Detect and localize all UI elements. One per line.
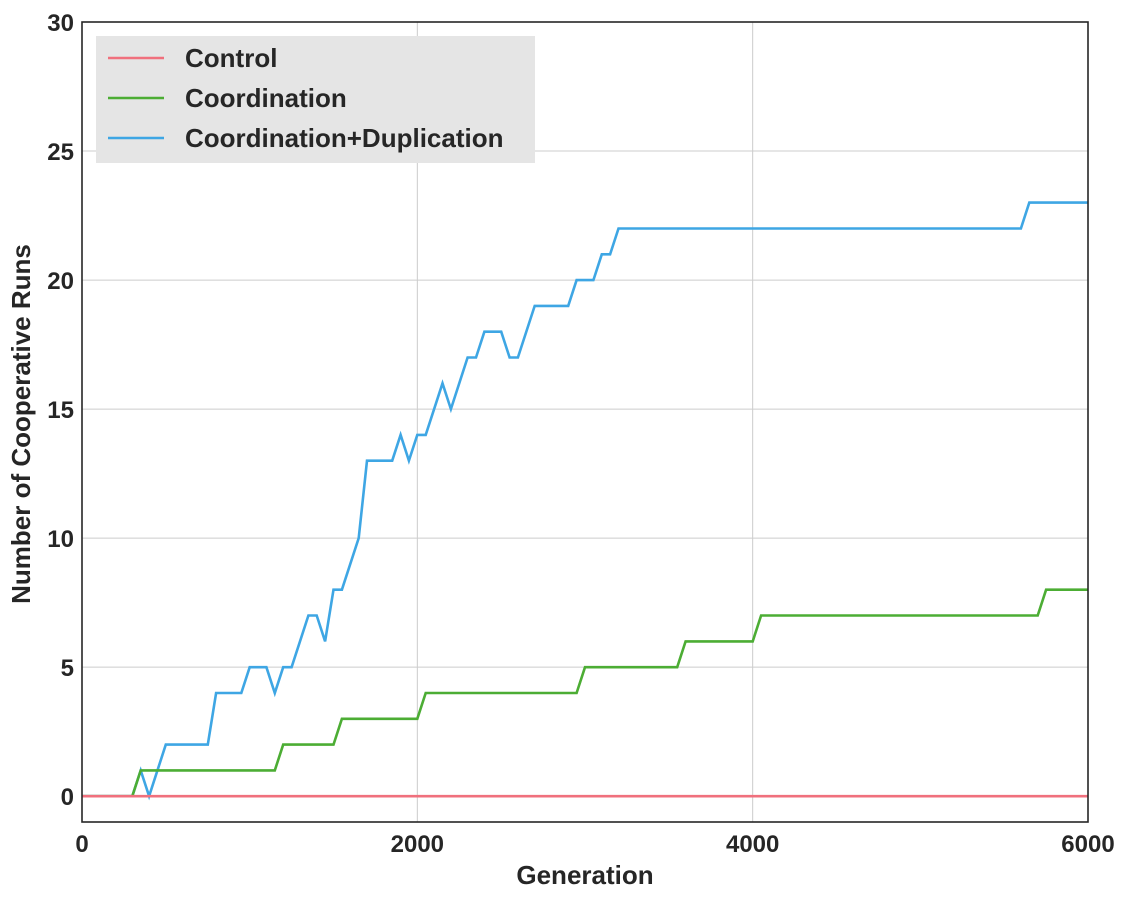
x-tick-label: 2000 [391, 831, 444, 858]
plot-frame [81, 21, 1089, 823]
x-tick-labels: 0 2000 4000 6000 [75, 831, 1114, 858]
legend-label-control: Control [185, 43, 277, 73]
series-lines [82, 201, 1088, 801]
y-tick-label: 10 [47, 526, 74, 553]
legend-label-coordination: Coordination [185, 83, 347, 113]
y-tick-label: 20 [47, 268, 74, 295]
legend-label-coordination-duplication: Coordination+Duplication [185, 123, 504, 153]
series-line-coordination [82, 588, 1088, 798]
x-tick-label: 6000 [1061, 831, 1114, 858]
x-axis-label: Generation [516, 860, 653, 890]
y-tick-labels: 0 5 10 15 20 25 30 [47, 10, 74, 811]
x-tick-label: 4000 [726, 831, 779, 858]
legend: Control Coordination Coordination+Duplicat… [96, 36, 535, 163]
y-tick-label: 15 [47, 397, 74, 424]
y-tick-label: 0 [61, 784, 74, 811]
y-axis-label: Number of Cooperative Runs [6, 244, 36, 604]
legend-background [96, 36, 535, 163]
series-line-coordination-duplication [82, 201, 1088, 801]
y-tick-label: 5 [61, 655, 74, 682]
y-tick-label: 30 [47, 10, 74, 37]
x-tick-label: 0 [75, 831, 88, 858]
y-tick-label: 25 [47, 139, 74, 166]
